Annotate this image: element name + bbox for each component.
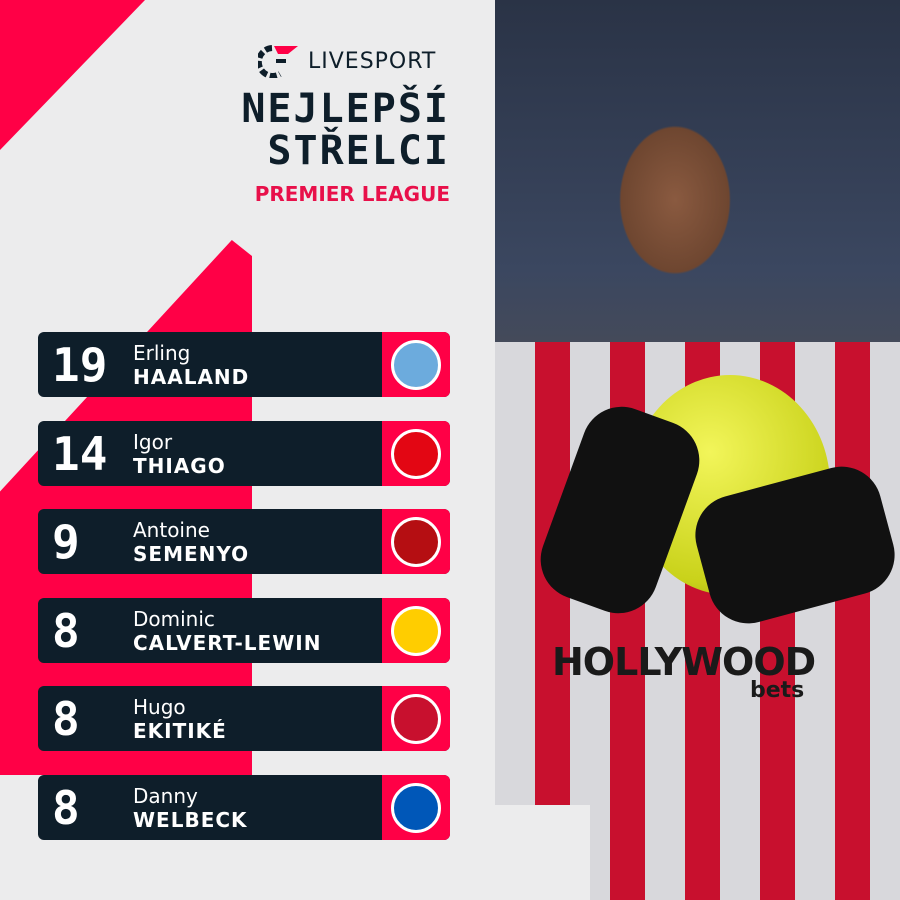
club-logo-box [382, 421, 450, 486]
player-name: Erling HAALAND [133, 341, 382, 389]
player-name: Danny WELBECK [133, 784, 382, 832]
brentford-crest-icon [391, 428, 441, 479]
player-last-name: HAALAND [133, 364, 250, 389]
scorer-row: 8 Danny WELBECK [38, 775, 450, 840]
player-last-name: SEMENYO [133, 541, 250, 566]
player-first-name: Danny [133, 783, 198, 808]
title-line1: NEJLEPŠÍ [241, 86, 450, 132]
goals-count: 14 [52, 426, 108, 481]
scorer-row: 19 Erling HAALAND [38, 332, 450, 397]
player-last-name: THIAGO [133, 453, 226, 478]
scorer-row: 9 Antoine SEMENYO [38, 509, 450, 574]
player-first-name: Igor [133, 429, 173, 454]
player-last-name: WELBECK [133, 807, 248, 832]
title-line2: STŘELCI [267, 128, 450, 174]
liverpool-crest-icon [391, 693, 441, 744]
club-logo-box [382, 332, 450, 397]
brighton-crest-icon [391, 782, 441, 833]
scorer-row: 8 Dominic CALVERT-LEWIN [38, 598, 450, 663]
league-name: PREMIER LEAGUE [254, 182, 450, 206]
livesport-logo: LIVESPORT [255, 44, 437, 79]
goals-count: 8 [52, 603, 80, 658]
player-first-name: Antoine [133, 517, 210, 542]
livesport-icon [255, 44, 300, 79]
player-name: Antoine SEMENYO [133, 518, 382, 566]
shirt-sponsor-sub: bets [750, 678, 805, 703]
club-logo-box [382, 686, 450, 751]
club-logo-box [382, 509, 450, 574]
bournemouth-crest-icon [391, 516, 441, 567]
goals-count: 19 [52, 337, 108, 392]
player-first-name: Erling [133, 340, 191, 365]
scorer-row: 8 Hugo EKITIKÉ [38, 686, 450, 751]
player-name: Dominic CALVERT-LEWIN [133, 607, 382, 655]
club-logo-box [382, 598, 450, 663]
goals-count: 8 [52, 780, 80, 835]
brand-name: LIVESPORT [308, 48, 437, 74]
player-name: Igor THIAGO [133, 430, 382, 478]
decor-corner [495, 805, 590, 900]
manchester-city-crest-icon [391, 339, 441, 390]
player-last-name: CALVERT-LEWIN [133, 630, 322, 655]
player-last-name: EKITIKÉ [133, 718, 227, 743]
player-name: Hugo EKITIKÉ [133, 695, 382, 743]
player-first-name: Dominic [133, 606, 215, 631]
shirt-sponsor: HOLLYWOOD [552, 640, 816, 684]
goals-count: 9 [52, 514, 80, 569]
goals-count: 8 [52, 691, 80, 746]
scorer-row: 14 Igor THIAGO [38, 421, 450, 486]
club-logo-box [382, 775, 450, 840]
player-first-name: Hugo [133, 694, 186, 719]
leeds-united-crest-icon [391, 605, 441, 656]
